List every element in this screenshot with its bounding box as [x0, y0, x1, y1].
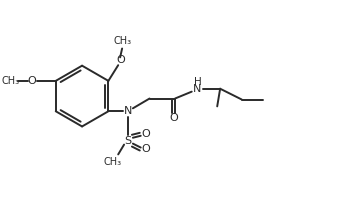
Text: H: H — [194, 77, 201, 87]
Text: CH₃: CH₃ — [103, 157, 121, 167]
Text: O: O — [141, 144, 150, 154]
Text: N: N — [193, 84, 201, 94]
Text: O: O — [28, 76, 37, 86]
Text: CH₃: CH₃ — [113, 36, 131, 46]
Text: O: O — [141, 129, 150, 139]
Text: CH₃: CH₃ — [1, 76, 20, 86]
Text: O: O — [117, 55, 126, 65]
Text: N: N — [124, 106, 132, 116]
Text: S: S — [125, 136, 132, 146]
Text: O: O — [170, 113, 178, 123]
